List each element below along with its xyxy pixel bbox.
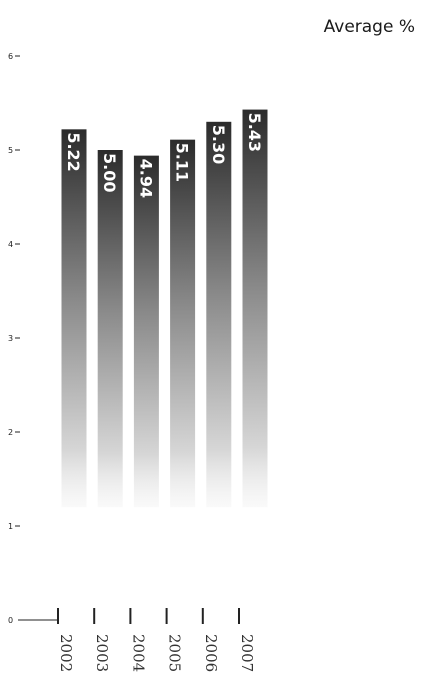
y-axis: 0 1 2 3 4 5 6	[8, 52, 20, 625]
bar-value-label: 5.30	[209, 125, 228, 164]
x-tick-label: 2007	[238, 634, 256, 672]
bar-value-label: 5.11	[173, 143, 192, 182]
y-tick-label: 1	[8, 522, 13, 531]
y-tick-label: 5	[8, 146, 13, 155]
bar	[170, 139, 196, 508]
chart-title: Average %	[324, 17, 415, 37]
bar	[206, 121, 232, 508]
bar	[133, 155, 159, 508]
bar-value-label: 5.22	[64, 132, 83, 171]
y-tick-label: 2	[8, 428, 13, 437]
x-tick-label: 2003	[93, 634, 111, 672]
y-tick-label: 3	[8, 334, 13, 343]
y-tick-label: 6	[8, 52, 13, 61]
bars: 5.22 5.00 4.94 5.11 5.30 5.43	[61, 109, 268, 508]
y-tick-label: 0	[8, 616, 13, 625]
x-tick-label: 2004	[129, 634, 147, 672]
bar-value-label: 5.43	[245, 113, 264, 152]
bar-value-label: 5.00	[100, 153, 119, 192]
bar	[97, 150, 123, 508]
bar-value-label: 4.94	[136, 159, 155, 198]
x-tick-label: 2006	[202, 634, 220, 672]
bar	[61, 129, 87, 508]
x-tick-label: 2005	[166, 634, 184, 672]
bar	[242, 109, 268, 508]
x-axis: 2002 2003 2004 2005 2006 2007	[18, 608, 256, 672]
x-tick-label: 2002	[57, 634, 75, 672]
y-tick-label: 4	[8, 240, 13, 249]
